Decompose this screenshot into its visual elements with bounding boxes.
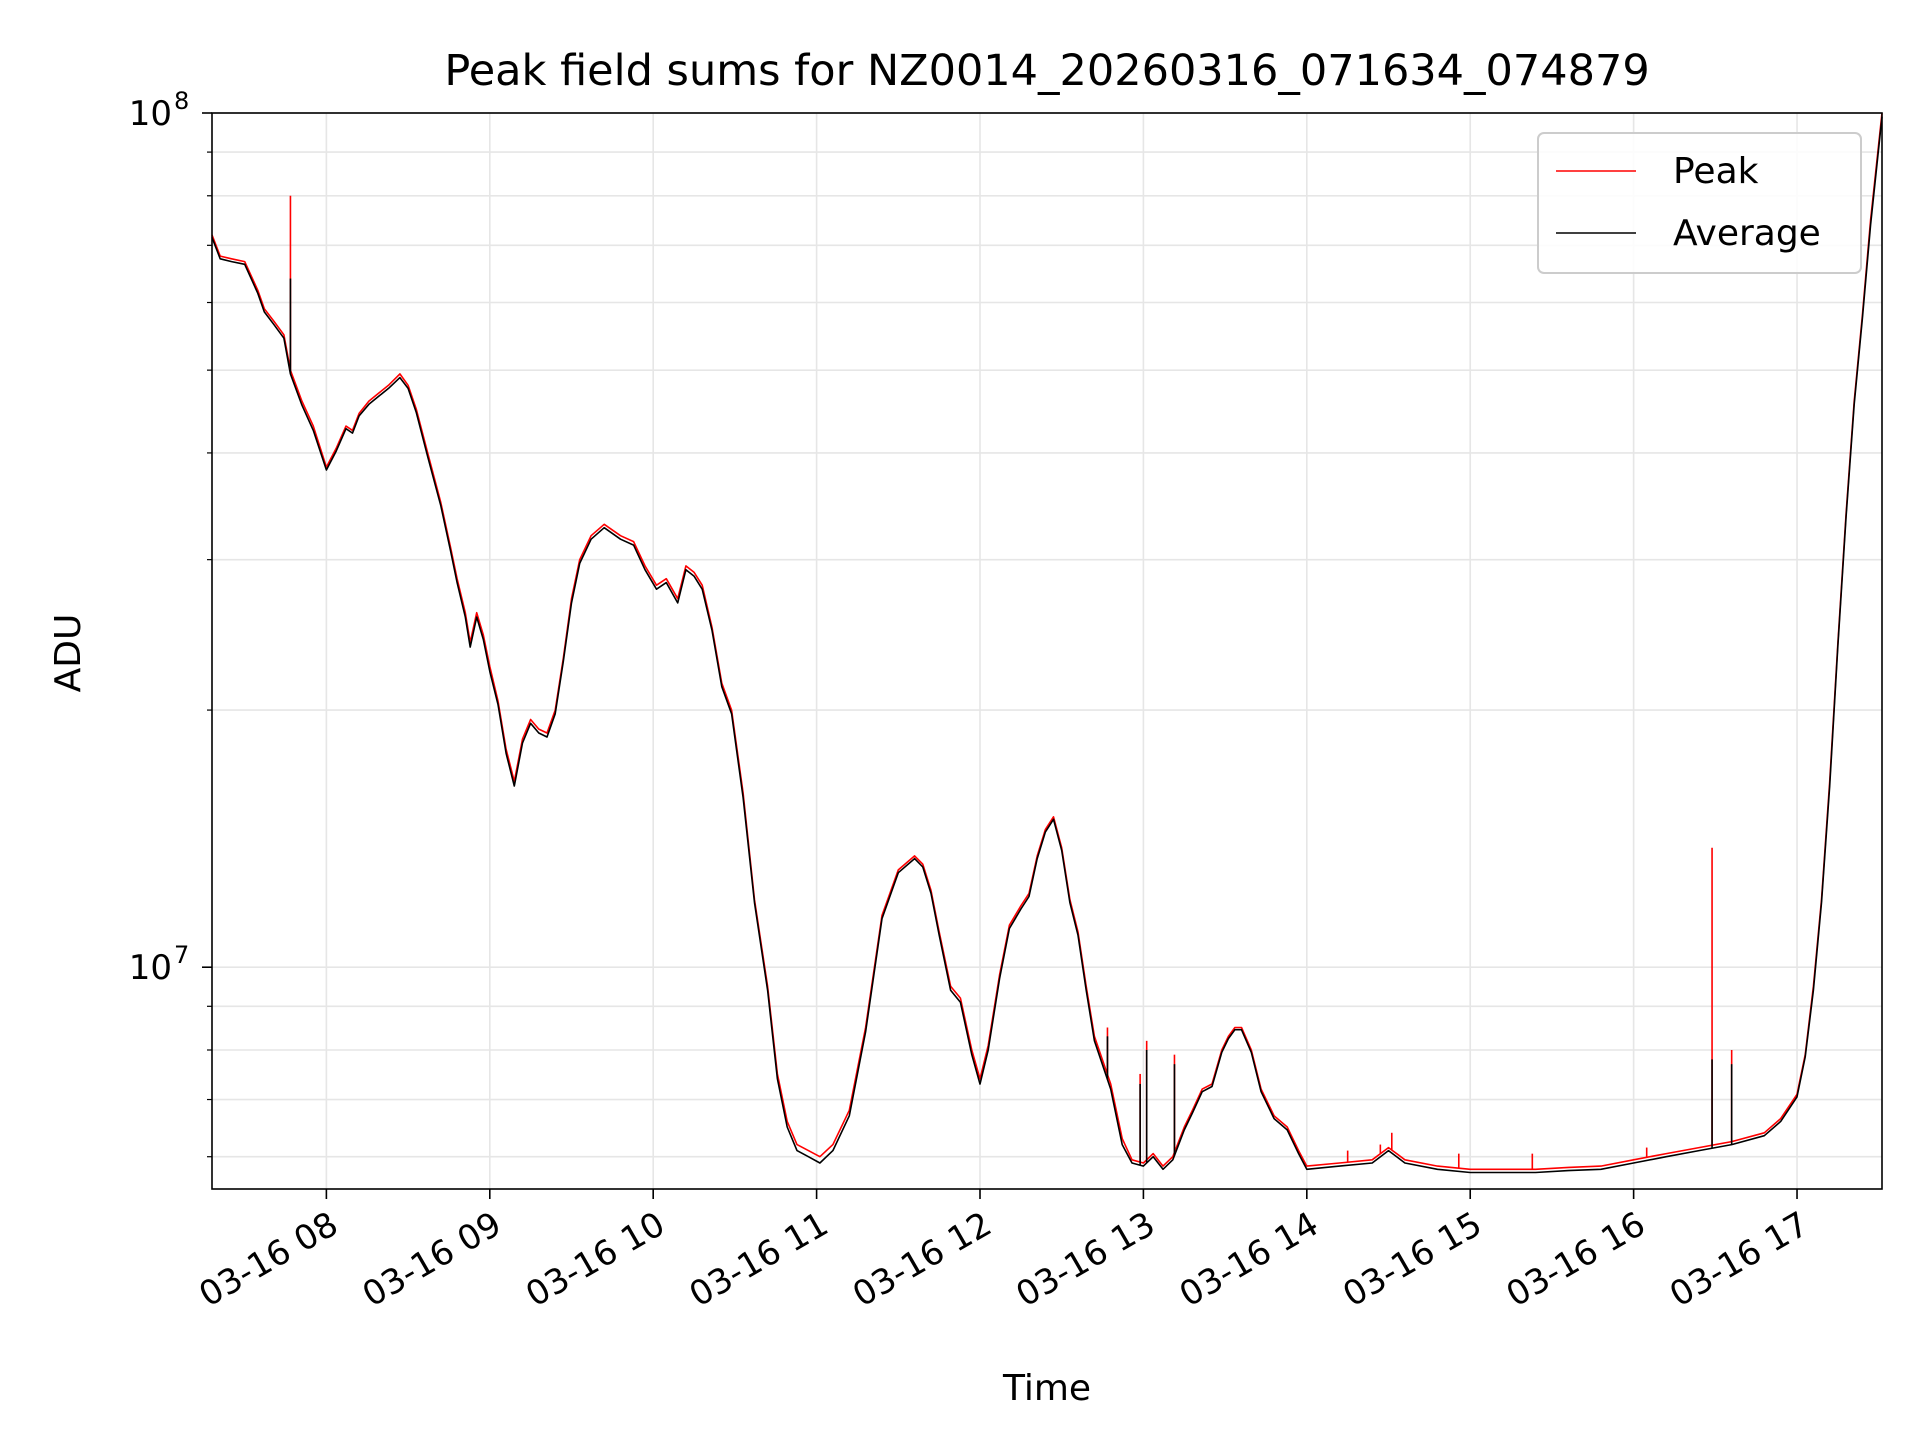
y-tick-exponent: 7 — [174, 941, 189, 969]
y-tick-exponent: 8 — [174, 87, 189, 115]
chart-title: Peak field sums for NZ0014_20260316_0716… — [444, 46, 1649, 96]
axes-frame — [211, 112, 1883, 1190]
y-axis-label: ADU — [48, 614, 89, 693]
legend: Peak Average — [1537, 132, 1862, 274]
x-axis-label: Time — [1002, 1368, 1091, 1409]
series-line-peak — [211, 112, 1883, 1171]
series-line-average — [211, 116, 1883, 1174]
y-tick-label: 10 — [129, 94, 172, 134]
legend-box — [1537, 132, 1862, 274]
legend-label-peak: Peak — [1673, 151, 1759, 192]
plot-area — [211, 112, 1883, 1174]
legend-label-average: Average — [1673, 213, 1821, 254]
y-tick-label: 10 — [129, 948, 172, 988]
